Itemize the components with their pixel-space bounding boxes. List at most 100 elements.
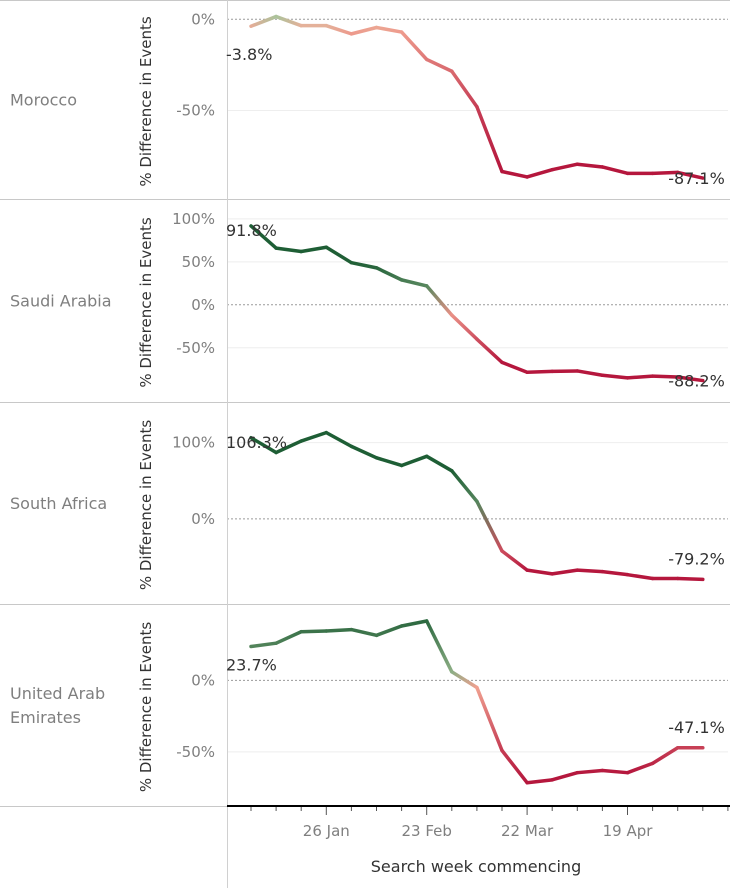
y-axis-title: % Difference in Events	[137, 420, 155, 591]
y-axis-title: % Difference in Events	[137, 217, 155, 388]
first-value-label: 23.7%	[226, 655, 277, 674]
series-segment	[299, 430, 329, 443]
last-value-label: -79.2%	[668, 549, 725, 568]
x-tick-label: 26 Jan	[303, 822, 350, 840]
series-segment	[500, 169, 529, 179]
series-segment	[324, 245, 354, 265]
panel-country-label: Saudi Arabia	[10, 292, 112, 311]
series-segment	[274, 629, 303, 645]
series-segment	[399, 278, 429, 288]
series-segment	[349, 260, 379, 270]
series-segment	[299, 629, 329, 634]
panel-country-label: South Africa	[10, 494, 107, 513]
x-axis-title: Search week commencing	[371, 857, 581, 876]
series-segment	[475, 499, 504, 553]
series-segment	[650, 170, 680, 176]
last-value-label: -47.1%	[668, 718, 725, 737]
y-axis-title: % Difference in Events	[137, 622, 155, 793]
series-segment	[550, 770, 580, 782]
series-segment	[349, 627, 379, 638]
series-segment	[274, 439, 303, 455]
series-segment	[399, 619, 429, 628]
series-segment	[450, 670, 479, 690]
panel-country-label: Emirates	[10, 708, 81, 727]
series-segment	[475, 685, 504, 753]
series-segment	[450, 469, 479, 504]
series-segment	[475, 337, 504, 365]
first-value-label: 91.8%	[226, 221, 277, 240]
series-segment	[374, 624, 404, 638]
series-segment	[525, 568, 554, 576]
series-segment	[525, 167, 554, 179]
series-segment	[550, 162, 580, 172]
series-segment	[374, 25, 404, 34]
series-segment	[600, 569, 630, 577]
series-segment	[324, 23, 354, 36]
series-segment	[424, 454, 454, 473]
series-segment	[374, 456, 404, 468]
series-segment	[324, 430, 354, 449]
series-segment	[625, 761, 655, 775]
series-segment	[374, 266, 404, 282]
series-segment	[600, 768, 630, 775]
series-segment	[525, 369, 554, 374]
line-layer	[249, 14, 705, 785]
y-axis-title: % Difference in Events	[137, 16, 155, 187]
grid-layer	[227, 18, 728, 753]
series-segment	[399, 30, 429, 62]
series-segment	[600, 373, 630, 380]
panel-country-label: Morocco	[10, 91, 77, 110]
series-segment	[274, 14, 303, 28]
series-segment	[575, 369, 605, 378]
y-tick-label: -50%	[176, 339, 215, 357]
x-tick-label: 22 Mar	[501, 822, 554, 840]
series-segment	[249, 436, 278, 455]
y-tick-label: -50%	[176, 743, 215, 761]
series-segment	[249, 641, 278, 649]
series-segment	[424, 284, 454, 317]
x-tick-label: 19 Apr	[603, 822, 654, 840]
series-segment	[675, 375, 705, 383]
series-segment	[500, 360, 529, 374]
series-segment	[650, 746, 680, 766]
series-segment	[525, 778, 554, 785]
y-tick-label: 100%	[172, 434, 215, 452]
series-segment	[575, 162, 605, 169]
series-segment	[274, 246, 303, 254]
text-layer: 26 Jan 23 Feb 22 Mar 19 Apr Morocco % Differe…	[10, 10, 725, 840]
series-segment	[550, 568, 580, 576]
series-segment	[500, 748, 529, 785]
y-tick-label: 0%	[191, 510, 215, 528]
y-tick-label: 0%	[191, 671, 215, 689]
series-segment	[249, 224, 278, 250]
first-value-label: 106.3%	[226, 433, 287, 452]
series-segment	[249, 14, 278, 28]
series-segment	[424, 57, 454, 73]
series-segment	[625, 374, 655, 380]
series-segment	[650, 374, 680, 379]
y-tick-label: 50%	[182, 253, 215, 271]
series-segment	[675, 576, 705, 582]
y-tick-label: 0%	[191, 10, 215, 28]
series-segment	[625, 572, 655, 581]
first-value-label: -3.8%	[226, 45, 272, 64]
series-segment	[450, 313, 479, 341]
series-segment	[575, 568, 605, 574]
x-tick-label: 23 Feb	[401, 822, 451, 840]
y-tick-label: -50%	[176, 101, 215, 119]
last-value-label: -88.2%	[668, 372, 725, 391]
series-segment	[675, 170, 705, 180]
series-segment	[399, 454, 429, 468]
series-segment	[475, 105, 504, 174]
series-segment	[500, 549, 529, 572]
series-segment	[349, 444, 379, 460]
panel-country-label: United Arab	[10, 684, 105, 703]
series-segment	[450, 69, 479, 109]
series-segment	[424, 619, 454, 674]
series-segment	[324, 627, 354, 633]
y-tick-label: 100%	[172, 210, 215, 228]
series-segment	[349, 25, 379, 36]
y-tick-label: 0%	[191, 296, 215, 314]
series-segment	[575, 768, 605, 775]
